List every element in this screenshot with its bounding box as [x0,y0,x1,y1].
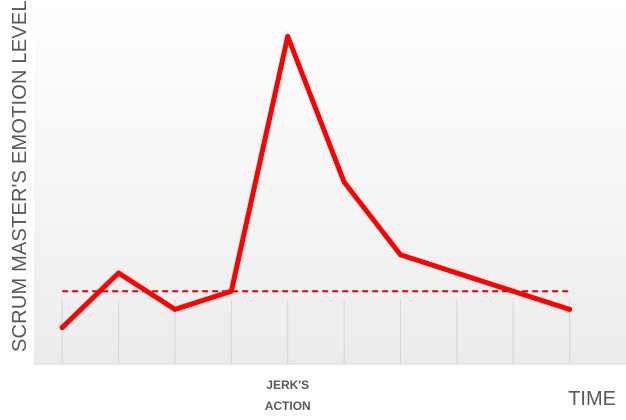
x-tick-labels: JERK'S ACTION [265,378,311,413]
data-points [59,33,573,331]
data-point-10 [567,306,573,312]
x-tick-label: JERK'S ACTION [265,378,311,413]
data-point-3 [172,306,178,312]
x-axis-label: TIME [568,388,616,410]
data-point-5 [285,33,291,39]
x-tick-label-line-1: JERK'S [266,378,309,392]
y-axis-label: SCRUM MASTER'S EMOTION LEVEL [9,0,31,352]
data-point-4 [228,288,234,294]
plot-background [34,0,626,364]
series-line-emotion [59,33,573,331]
x-tick-label-line-2: ACTION [265,399,311,413]
data-point-6 [341,179,347,185]
data-point-8 [454,270,460,276]
data-point-7 [397,252,403,258]
data-point-9 [510,288,516,294]
data-point-2 [116,270,122,276]
data-point-1 [59,325,65,331]
